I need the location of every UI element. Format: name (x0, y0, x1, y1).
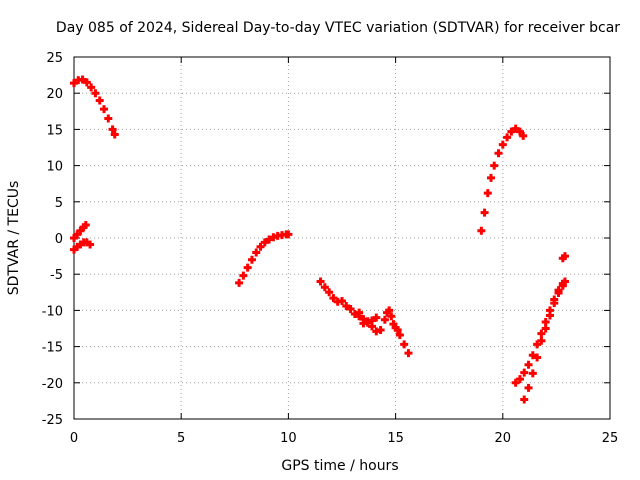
x-axis-label: GPS time / hours (281, 458, 398, 474)
data-point (372, 313, 381, 322)
data-point (110, 130, 119, 139)
data-point (560, 252, 569, 261)
data-point (533, 353, 542, 362)
data-point (86, 240, 95, 249)
data-point (550, 299, 559, 308)
data-point (537, 329, 546, 338)
data-point (477, 226, 486, 235)
data-point (235, 278, 244, 287)
data-point (329, 294, 338, 303)
data-point (480, 208, 489, 217)
data-point (524, 383, 533, 392)
data-point (560, 277, 569, 286)
x-tick-label: 10 (280, 431, 297, 446)
data-point (363, 318, 372, 327)
data-point (487, 173, 496, 182)
data-point (524, 360, 533, 369)
data-point (511, 124, 520, 133)
data-point (515, 127, 524, 136)
x-axis-ticks: 0 5 10 15 20 25 (70, 57, 618, 446)
data-point (81, 220, 90, 229)
data-point (483, 189, 492, 198)
data-point (87, 83, 96, 92)
data-point (346, 304, 355, 313)
data-point (541, 324, 550, 333)
chart-title: Day 085 of 2024, Sidereal Day-to-day VTE… (56, 20, 620, 36)
data-point (338, 296, 346, 305)
data-point (490, 161, 499, 170)
x-tick-label: 5 (177, 431, 185, 446)
data-point (239, 271, 248, 280)
y-tick-label: 10 (46, 160, 63, 175)
x-tick-label: 0 (70, 431, 78, 446)
data-point (395, 331, 404, 340)
data-point (558, 281, 567, 290)
data-point (247, 255, 256, 264)
y-tick-label: -15 (42, 341, 63, 356)
data-point (554, 289, 563, 298)
data-point (498, 140, 507, 149)
y-tick-label: 5 (55, 196, 63, 211)
data-point (284, 230, 293, 239)
data-point (533, 340, 542, 349)
data-point (385, 306, 394, 315)
data-point (503, 133, 512, 142)
y-axis-label: SDTVAR / TECUs (6, 181, 22, 296)
data-point (511, 378, 520, 387)
data-point (494, 149, 503, 158)
data-point (320, 283, 329, 292)
data-point (528, 351, 537, 360)
y-tick-label: 0 (55, 232, 63, 247)
data-point (252, 248, 261, 257)
data-point (91, 89, 100, 98)
data-point (537, 336, 546, 345)
data-point (316, 277, 325, 286)
data-point (404, 349, 413, 358)
data-point (545, 311, 554, 320)
data-point (82, 78, 91, 87)
data-point (400, 340, 409, 349)
x-tick-label: 25 (602, 431, 619, 446)
data-point (70, 79, 78, 88)
data-point (342, 302, 351, 311)
data-point (380, 315, 389, 324)
data-point (243, 263, 252, 272)
data-point (256, 242, 265, 251)
data-point (520, 368, 529, 377)
data-point (507, 127, 516, 136)
x-tick-label: 20 (495, 431, 512, 446)
y-axis-ticks: -25 -20 -15 -10 -5 0 5 10 15 20 25 (42, 51, 610, 428)
x-tick-label: 15 (387, 431, 404, 446)
y-tick-label: 25 (46, 51, 63, 66)
y-tick-label: -10 (42, 304, 63, 319)
data-point (376, 325, 385, 334)
data-point (368, 316, 377, 325)
data-point (108, 125, 117, 134)
y-tick-label: -5 (50, 268, 63, 283)
data-point (95, 96, 104, 105)
data-point (104, 114, 113, 123)
data-point (393, 325, 402, 334)
data-point (387, 312, 396, 321)
data-points (70, 75, 569, 404)
data-point (260, 238, 269, 247)
data-point (265, 235, 274, 244)
data-point (325, 288, 334, 297)
data-point (520, 395, 529, 404)
y-tick-label: 20 (46, 87, 63, 102)
data-point (515, 375, 524, 384)
data-point (519, 131, 528, 140)
data-point (355, 312, 364, 321)
y-tick-label: 15 (46, 123, 63, 138)
data-point (100, 105, 109, 114)
data-point (78, 75, 87, 84)
y-tick-label: -20 (42, 377, 63, 392)
y-tick-label: -25 (42, 413, 63, 428)
data-point (528, 369, 537, 378)
